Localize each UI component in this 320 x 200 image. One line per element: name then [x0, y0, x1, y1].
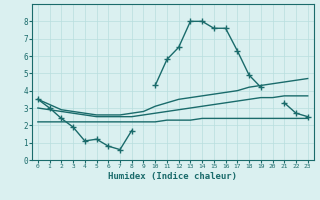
X-axis label: Humidex (Indice chaleur): Humidex (Indice chaleur): [108, 172, 237, 181]
